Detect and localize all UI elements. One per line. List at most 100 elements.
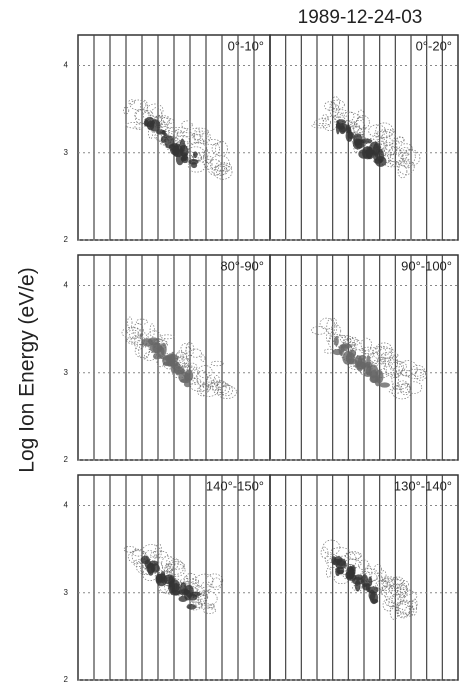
contour: [398, 360, 418, 377]
contour: [379, 576, 398, 582]
intense-region: [363, 372, 372, 377]
contour: [375, 580, 387, 591]
contour: [168, 561, 185, 570]
contour: [212, 381, 231, 396]
contour: [329, 99, 345, 110]
intense-region: [358, 355, 367, 360]
contour: [203, 382, 209, 390]
contour: [214, 140, 228, 157]
y-axis-label: Log Ion Energy (eV/e): [16, 267, 39, 472]
contour: [355, 117, 365, 131]
panel: 2 3 4 0°-10°: [64, 34, 271, 244]
contour: [389, 356, 398, 370]
intense-region: [369, 369, 379, 383]
contour: [375, 342, 393, 356]
contour: [311, 326, 327, 335]
contour: [146, 103, 164, 117]
intense-region: [353, 133, 363, 146]
contour: [192, 130, 209, 141]
contour: [150, 107, 163, 124]
contour: [343, 111, 355, 122]
panel-label: 130°-140°: [394, 478, 452, 493]
contour: [189, 592, 206, 608]
contour: [392, 381, 400, 390]
panel-label: 80°-90°: [220, 258, 264, 273]
y-tick-label: 2: [64, 455, 69, 464]
contour: [349, 566, 356, 583]
contour: [216, 164, 226, 172]
contour: [406, 381, 423, 394]
intense-region: [174, 362, 181, 376]
contour: [325, 567, 332, 578]
intense-region: [338, 123, 345, 130]
contour: [188, 142, 208, 159]
contour: [376, 148, 391, 165]
contour: [347, 341, 356, 350]
y-tick-label: 4: [64, 61, 69, 70]
contour: [149, 323, 155, 338]
intense-region: [160, 342, 167, 356]
contour: [180, 343, 192, 354]
contour: [382, 578, 404, 590]
panel: 2 3 4 140°-150°: [64, 474, 271, 684]
contour: [339, 336, 348, 343]
contour: [202, 139, 221, 145]
contour: [185, 342, 195, 357]
contour: [376, 357, 385, 365]
contour: [320, 546, 329, 559]
intense-region: [156, 576, 164, 582]
intense-region: [171, 145, 184, 158]
intense-region: [180, 156, 186, 162]
contour: [213, 375, 220, 386]
panel: 90°-100°: [269, 254, 459, 461]
contour: [150, 550, 168, 559]
contour: [203, 607, 216, 614]
contour: [373, 564, 382, 574]
contour: [319, 317, 334, 330]
contour: [360, 337, 372, 351]
contour: [189, 348, 202, 358]
y-tick-label: 3: [64, 368, 69, 377]
contour: [403, 160, 412, 169]
panel: 2 3 4 80°-90°: [64, 254, 271, 464]
intense-region: [333, 336, 339, 347]
intense-region: [186, 604, 197, 610]
intense-region: [359, 357, 367, 369]
contour: [208, 381, 225, 391]
contour: [207, 159, 223, 176]
intense-region: [146, 120, 155, 131]
contour: [189, 127, 209, 135]
y-tick-label: 3: [64, 148, 69, 157]
intense-region: [168, 580, 176, 594]
contour: [125, 327, 142, 343]
contour: [139, 99, 149, 114]
contour: [131, 548, 145, 557]
contour: [400, 382, 411, 396]
intense-region: [335, 559, 347, 570]
y-tick-label: 2: [64, 235, 69, 244]
contour: [333, 334, 349, 349]
contour: [360, 568, 379, 582]
contour: [200, 354, 206, 362]
contour: [331, 96, 340, 110]
contour: [314, 118, 332, 127]
intense-region: [141, 338, 154, 347]
intense-region: [183, 381, 192, 388]
contour: [166, 564, 174, 571]
contour: [399, 143, 413, 154]
contour: [370, 579, 388, 588]
contour: [211, 143, 220, 155]
contour: [396, 603, 411, 619]
contour: [216, 380, 227, 394]
contour: [383, 359, 404, 376]
contour: [349, 552, 362, 560]
intense-region: [345, 124, 351, 134]
intense-region: [337, 569, 344, 575]
y-tick-label: 3: [64, 588, 69, 597]
contour: [155, 542, 162, 559]
contour: [395, 589, 414, 596]
contour: [196, 370, 208, 387]
intense-region: [372, 143, 380, 157]
contour: [190, 381, 210, 392]
